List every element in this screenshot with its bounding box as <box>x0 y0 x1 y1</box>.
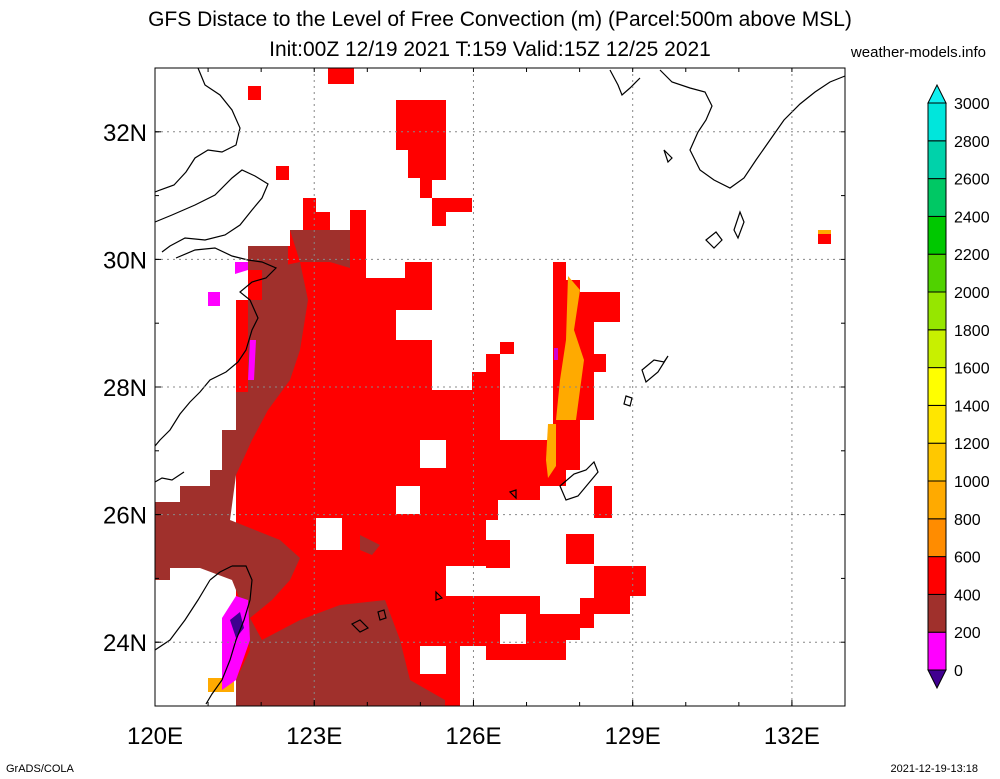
lat-label: 24N <box>103 630 147 657</box>
field-violet <box>230 612 244 638</box>
site-credit: weather-models.info <box>850 44 986 61</box>
map-title: GFS Distace to the Level of Free Convect… <box>148 8 852 31</box>
colorbar-label: 2600 <box>954 172 990 189</box>
colorbar-box <box>927 253 947 293</box>
footer-timestamp: 2021-12-19-13:18 <box>890 763 978 775</box>
map-subtitle: Init:00Z 12/19 2021 T:159 Valid:15Z 12/2… <box>269 38 711 61</box>
colorbar-box <box>927 631 947 671</box>
colorbar-label: 1400 <box>954 398 990 415</box>
coast-taiwan <box>205 565 253 705</box>
colorbar-box <box>927 442 947 482</box>
field-brown-main <box>155 262 445 706</box>
field-orange <box>818 230 831 234</box>
field-magenta <box>554 348 558 360</box>
colorbar-box <box>927 291 947 331</box>
colorbar-box <box>927 215 947 255</box>
coast-island <box>733 210 745 240</box>
field-red-patch <box>248 86 261 100</box>
field-red-patch <box>594 486 612 518</box>
field-holes <box>316 440 566 674</box>
field-magenta <box>248 340 256 380</box>
coast-island <box>508 489 517 500</box>
field-hole <box>420 646 446 674</box>
colorbar-label: 2200 <box>954 247 990 264</box>
colorbar-label: 800 <box>954 512 981 529</box>
coast-china <box>154 247 278 447</box>
coast-taiwan <box>209 565 233 581</box>
colorbar-label: 1200 <box>954 436 990 453</box>
colorbar: 0 200 400 600 800 1000 1200 1400 1600 1800 2000 220… <box>927 83 990 690</box>
field-hole <box>420 440 446 468</box>
lfc-field <box>155 68 831 706</box>
lat-label: 32N <box>103 120 147 147</box>
field-hole <box>396 486 420 514</box>
colorbar-box <box>927 593 947 633</box>
colorbar-box <box>927 329 947 369</box>
coast-china <box>154 67 241 193</box>
colorbar-box <box>927 518 947 558</box>
coast-island <box>623 395 633 407</box>
colorbar-label: 2800 <box>954 134 990 151</box>
colorbar-label: 200 <box>954 625 981 642</box>
field-red-patch <box>566 534 594 564</box>
colorbar-box <box>927 367 947 406</box>
field-brown-patch <box>360 535 380 555</box>
field-magenta <box>222 596 250 690</box>
coast-island <box>559 460 599 501</box>
field-brown-patch <box>290 230 350 268</box>
field-magenta <box>235 262 248 274</box>
coast-china <box>154 471 185 483</box>
lat-label: 28N <box>103 375 147 402</box>
colorbar-label: 1000 <box>954 474 990 491</box>
colorbar-label: 1800 <box>954 323 990 340</box>
colorbar-box <box>927 140 947 180</box>
colorbar-label: 400 <box>954 587 981 604</box>
colorbar-max-arrow <box>927 83 947 104</box>
coast-japan <box>609 69 641 97</box>
colorbar-label: 2000 <box>954 285 990 302</box>
coast-island <box>435 590 444 601</box>
field-hole <box>446 566 486 596</box>
field-red-patch <box>276 166 289 180</box>
colorbar-box <box>927 102 947 142</box>
coast-island <box>350 619 370 633</box>
coast-china <box>154 169 269 253</box>
field-magenta <box>208 292 220 306</box>
lat-label: 26N <box>103 503 147 530</box>
colorbar-label: 2400 <box>954 209 990 226</box>
colorbar-box <box>927 178 947 217</box>
lon-label: 120E <box>127 723 183 750</box>
field-hole <box>526 560 566 596</box>
coastlines <box>154 67 846 705</box>
coast-taiwan <box>154 579 211 651</box>
coast-island <box>641 355 669 384</box>
colorbar-box <box>927 480 947 520</box>
field-hole <box>500 614 526 644</box>
field-hole <box>316 518 342 550</box>
lat-label: 30N <box>103 247 147 274</box>
coast-island <box>377 609 387 621</box>
field-orange <box>546 424 556 478</box>
colorbar-box <box>927 556 947 595</box>
axis-ticks: 120E 123E 126E 129E 132E 32N 30N 28N 26N 24N <box>103 67 846 750</box>
field-red-patch <box>328 68 354 84</box>
coast-island <box>705 231 723 249</box>
colorbar-label: 0 <box>954 663 963 680</box>
field-orange <box>556 276 584 420</box>
colorbar-label: 600 <box>954 550 981 567</box>
coast-japan <box>663 149 673 164</box>
lon-label: 129E <box>605 723 661 750</box>
lon-label: 126E <box>445 723 501 750</box>
coast-japan <box>659 69 846 189</box>
field-brown-patch <box>248 246 288 270</box>
colorbar-box <box>927 404 947 444</box>
colorbar-label: 1600 <box>954 361 990 378</box>
lon-label: 132E <box>764 723 820 750</box>
footer-software: GrADS/COLA <box>6 763 74 775</box>
lon-label: 123E <box>286 723 342 750</box>
field-red-patch <box>594 566 646 596</box>
colorbar-min-arrow <box>927 669 947 690</box>
colorbar-label: 3000 <box>954 96 990 113</box>
